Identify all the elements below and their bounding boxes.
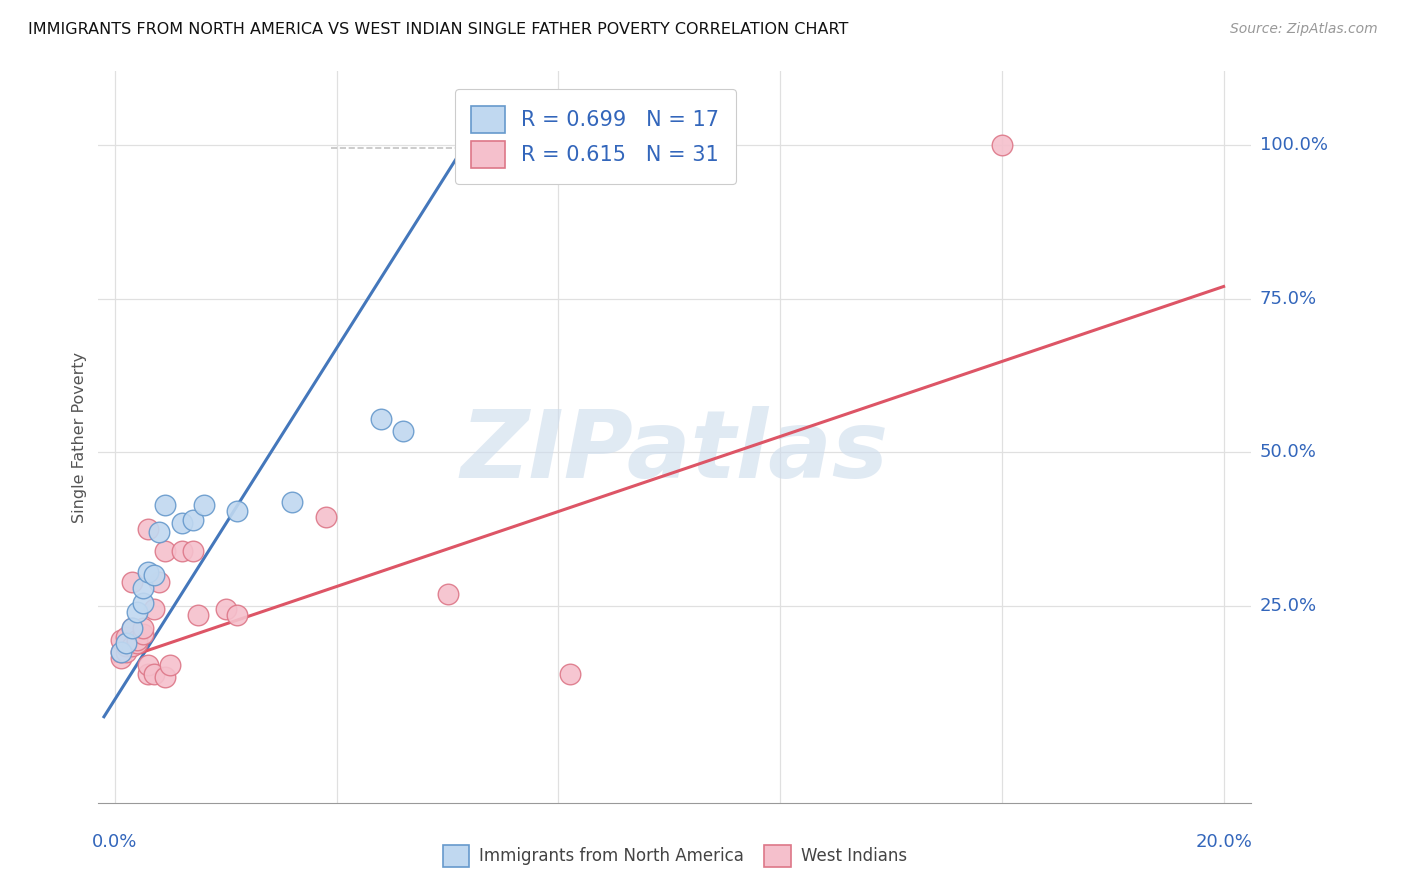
Text: 100.0%: 100.0% — [1260, 136, 1327, 154]
Point — [121, 621, 143, 635]
Point — [153, 670, 176, 684]
Point — [181, 513, 204, 527]
Point — [226, 608, 249, 623]
Point — [392, 424, 415, 438]
Point — [136, 657, 159, 672]
Point — [193, 498, 215, 512]
Point — [215, 602, 238, 616]
Point — [148, 574, 170, 589]
Text: 25.0%: 25.0% — [1260, 597, 1317, 615]
Text: 0.0%: 0.0% — [93, 833, 138, 851]
Point — [115, 630, 138, 644]
Point — [142, 666, 165, 681]
Point — [132, 627, 155, 641]
Point — [226, 504, 249, 518]
Text: 75.0%: 75.0% — [1260, 290, 1317, 308]
Point — [110, 645, 132, 659]
Point — [115, 636, 138, 650]
Point — [170, 543, 193, 558]
Point — [187, 608, 209, 623]
Point — [121, 574, 143, 589]
Text: Source: ZipAtlas.com: Source: ZipAtlas.com — [1230, 22, 1378, 37]
Point — [142, 602, 165, 616]
Text: ZIPatlas: ZIPatlas — [461, 406, 889, 498]
Point — [281, 494, 304, 508]
Point — [127, 636, 149, 650]
Point — [136, 666, 159, 681]
Point — [132, 581, 155, 595]
Legend: Immigrants from North America, West Indians: Immigrants from North America, West Indi… — [434, 837, 915, 875]
Point — [558, 666, 581, 681]
Point — [136, 566, 159, 580]
Point — [153, 543, 176, 558]
Point — [110, 645, 132, 659]
Point — [170, 516, 193, 530]
Point — [136, 522, 159, 536]
Text: IMMIGRANTS FROM NORTH AMERICA VS WEST INDIAN SINGLE FATHER POVERTY CORRELATION C: IMMIGRANTS FROM NORTH AMERICA VS WEST IN… — [28, 22, 848, 37]
Point — [991, 138, 1014, 153]
Point — [110, 632, 132, 647]
Point — [121, 639, 143, 653]
Point — [153, 498, 176, 512]
Point — [110, 651, 132, 665]
Point — [436, 587, 458, 601]
Y-axis label: Single Father Poverty: Single Father Poverty — [72, 351, 87, 523]
Point — [115, 639, 138, 653]
Point — [132, 621, 155, 635]
Text: 20.0%: 20.0% — [1195, 833, 1253, 851]
Point — [121, 621, 143, 635]
Point — [132, 596, 155, 610]
Point — [370, 411, 392, 425]
Point — [142, 568, 165, 582]
Text: 50.0%: 50.0% — [1260, 443, 1316, 461]
Point — [148, 525, 170, 540]
Point — [127, 605, 149, 619]
Point — [315, 510, 337, 524]
Point — [159, 657, 181, 672]
Point — [127, 632, 149, 647]
Point — [115, 645, 138, 659]
Point — [181, 543, 204, 558]
